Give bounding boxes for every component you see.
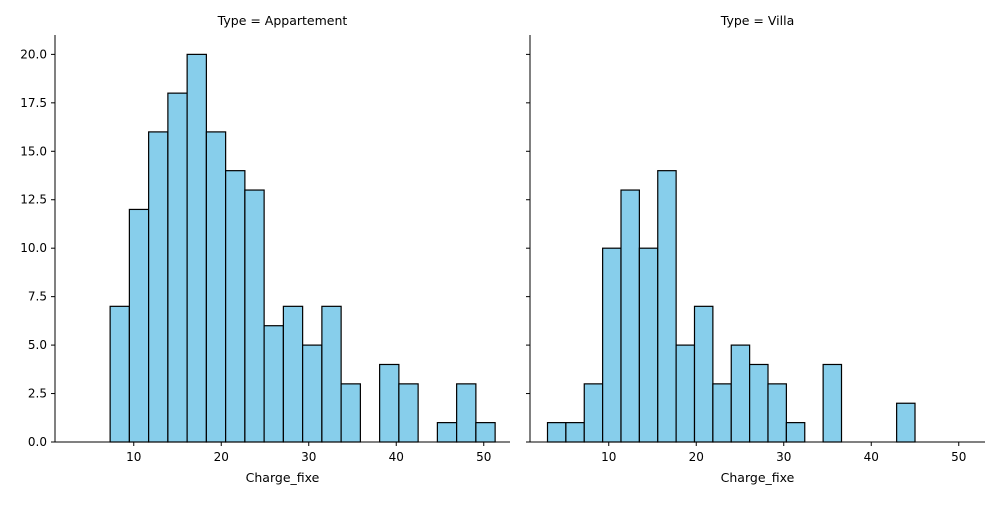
histogram-bar: [321, 305, 342, 443]
y-tick-label: 2.5: [28, 387, 47, 401]
histogram-bar: [602, 247, 622, 443]
histogram-bar: [436, 422, 458, 443]
histogram-bar: [675, 344, 696, 443]
histogram-bar: [109, 305, 130, 443]
y-tick-label: 0.0: [28, 435, 47, 449]
x-tick-label: 50: [951, 450, 966, 464]
histogram-bar: [638, 247, 659, 443]
x-tick-label: 10: [126, 450, 141, 464]
y-tick-label: 15.0: [20, 144, 47, 158]
histogram-bar: [282, 305, 304, 443]
x-axis-label: Charge_fixe: [721, 470, 795, 485]
histogram-bar: [896, 402, 916, 443]
histogram-bar: [379, 363, 400, 443]
panel-villa: 10 20 30 40 50 Type = Villa Charge_fixe: [526, 13, 985, 485]
histogram-bar: [785, 422, 806, 443]
histogram-bar: [148, 131, 169, 443]
histogram-bar: [475, 422, 496, 443]
x-tick-label: 30: [776, 450, 791, 464]
panel-title: Type = Villa: [720, 13, 795, 28]
x-tick-label: 40: [389, 450, 404, 464]
x-tick-label: 50: [476, 450, 491, 464]
x-tick-label: 10: [601, 450, 616, 464]
y-tick-label: 10.0: [20, 241, 47, 255]
histogram-bar: [565, 422, 585, 443]
histogram-bar: [767, 383, 787, 443]
x-tick-label: 20: [689, 450, 704, 464]
histogram-bar: [263, 325, 284, 443]
histogram-bar: [712, 383, 732, 443]
histogram-bar: [546, 422, 567, 443]
y-tick-label: 12.5: [20, 193, 47, 207]
histogram-bar: [620, 189, 640, 443]
histogram-bar: [225, 170, 246, 443]
histogram-bar: [583, 383, 604, 443]
x-tick-label: 20: [214, 450, 229, 464]
y-tick-label: 20.0: [20, 47, 47, 61]
histogram-bar: [822, 363, 843, 443]
y-tick-label: 5.0: [28, 338, 47, 352]
histogram-bar: [302, 344, 323, 443]
histogram-bar: [749, 363, 769, 443]
histogram-bar: [657, 170, 677, 443]
histogram-bar: [730, 344, 751, 443]
panel-appartement: 10 20 30 40 50 0.0 2.5 5.0 7.5 10.0 12.5 15.0 17.5 20…: [20, 13, 510, 485]
y-tick-label: 17.5: [20, 96, 47, 110]
x-tick-label: 30: [301, 450, 316, 464]
histogram-bar: [128, 208, 150, 443]
histogram-bar: [340, 383, 361, 443]
histogram-bar: [456, 383, 477, 443]
histogram-bar: [205, 131, 227, 443]
x-tick-label: 40: [864, 450, 879, 464]
histogram-bar: [167, 92, 188, 443]
panel-title: Type = Appartement: [217, 13, 348, 28]
histogram-bar: [244, 189, 265, 443]
y-tick-label: 7.5: [28, 290, 47, 304]
histogram-bar: [186, 53, 207, 443]
histogram-bar: [398, 383, 419, 443]
x-axis-label: Charge_fixe: [246, 470, 320, 485]
histogram-bar: [693, 305, 714, 443]
